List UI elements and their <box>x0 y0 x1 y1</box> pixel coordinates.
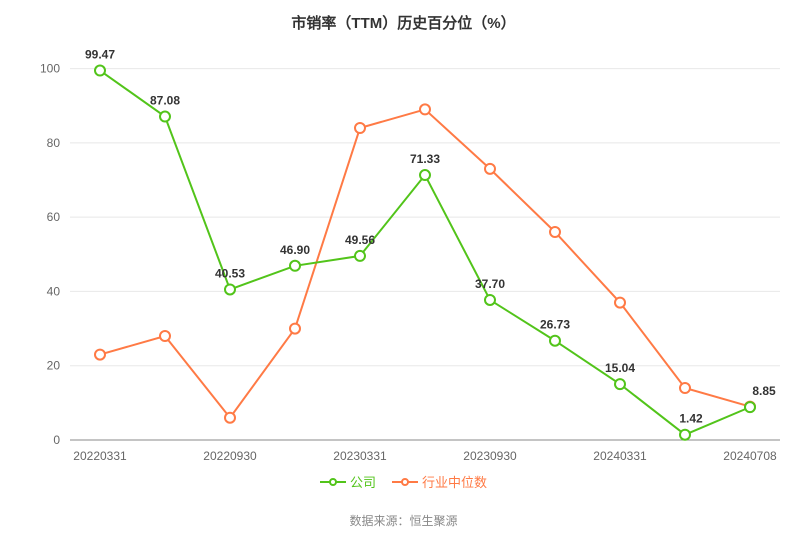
plot-area: 0204060801002022033120220930202303312023… <box>70 50 780 440</box>
data-label: 26.73 <box>540 318 570 332</box>
svg-text:20240708: 20240708 <box>723 449 777 463</box>
data-point[interactable] <box>290 261 300 271</box>
data-label: 8.85 <box>752 384 776 398</box>
data-point[interactable] <box>745 402 755 412</box>
chart-svg: 0204060801002022033120220930202303312023… <box>70 50 780 440</box>
data-label: 37.70 <box>475 277 505 291</box>
data-point[interactable] <box>615 298 625 308</box>
data-label: 15.04 <box>605 361 635 375</box>
data-point[interactable] <box>225 284 235 294</box>
legend-item[interactable]: 公司 <box>320 472 376 491</box>
data-point[interactable] <box>485 164 495 174</box>
data-point[interactable] <box>95 66 105 76</box>
data-point[interactable] <box>550 227 560 237</box>
legend: 公司 行业中位数 <box>0 472 807 492</box>
legend-swatch <box>392 475 418 489</box>
data-label: 1.42 <box>679 412 703 426</box>
series-line <box>100 71 750 435</box>
svg-text:60: 60 <box>47 210 61 224</box>
data-point[interactable] <box>355 123 365 133</box>
svg-text:20240331: 20240331 <box>593 449 647 463</box>
data-label: 40.53 <box>215 266 245 280</box>
legend-item[interactable]: 行业中位数 <box>392 472 487 491</box>
svg-text:40: 40 <box>47 284 61 298</box>
data-point[interactable] <box>680 383 690 393</box>
data-point[interactable] <box>680 430 690 440</box>
legend-label: 行业中位数 <box>422 472 487 491</box>
data-point[interactable] <box>160 112 170 122</box>
data-point[interactable] <box>225 413 235 423</box>
data-point[interactable] <box>355 251 365 261</box>
data-point[interactable] <box>160 331 170 341</box>
chart-title: 市销率（TTM）历史百分位（%） <box>0 0 807 33</box>
data-point[interactable] <box>290 324 300 334</box>
svg-text:80: 80 <box>47 136 61 150</box>
svg-text:0: 0 <box>53 433 60 447</box>
svg-text:20220930: 20220930 <box>203 449 257 463</box>
chart-container: 市销率（TTM）历史百分位（%） 02040608010020220331202… <box>0 0 807 546</box>
data-point[interactable] <box>95 350 105 360</box>
legend-label: 公司 <box>350 472 376 491</box>
svg-text:20230331: 20230331 <box>333 449 387 463</box>
legend-swatch <box>320 475 346 489</box>
data-point[interactable] <box>550 336 560 346</box>
data-label: 49.56 <box>345 233 375 247</box>
svg-text:100: 100 <box>40 62 60 76</box>
data-label: 46.90 <box>280 243 310 257</box>
data-point[interactable] <box>420 104 430 114</box>
data-point[interactable] <box>420 170 430 180</box>
data-label: 87.08 <box>150 94 180 108</box>
data-point[interactable] <box>485 295 495 305</box>
source-note: 数据来源：恒生聚源 <box>0 512 807 529</box>
svg-text:20220331: 20220331 <box>73 449 127 463</box>
data-label: 99.47 <box>85 48 115 62</box>
data-point[interactable] <box>615 379 625 389</box>
data-label: 71.33 <box>410 152 440 166</box>
svg-text:20230930: 20230930 <box>463 449 517 463</box>
svg-text:20: 20 <box>47 359 61 373</box>
